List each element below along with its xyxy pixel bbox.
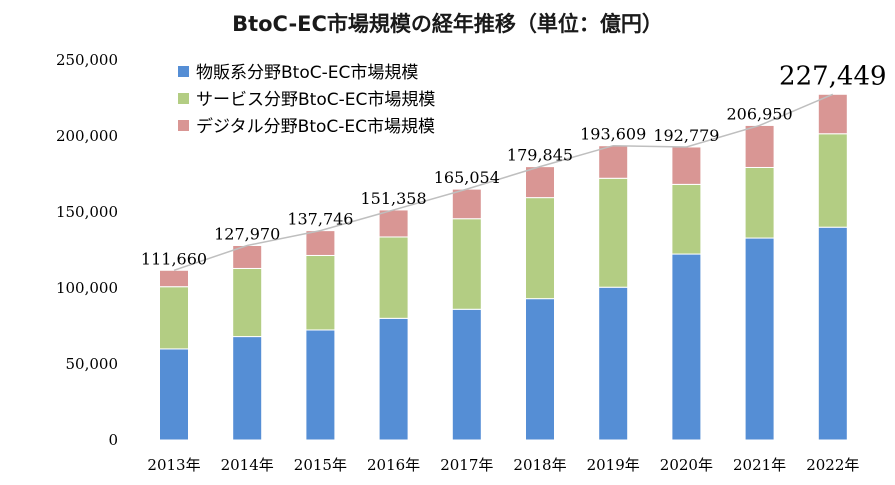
bar-segment <box>598 286 629 441</box>
x-tick-label: 2022年 <box>806 456 859 474</box>
x-tick-label: 2017年 <box>440 456 493 474</box>
bar-segment <box>232 267 263 338</box>
x-tick-label: 2013年 <box>147 456 200 474</box>
x-tick-label: 2018年 <box>513 456 566 474</box>
legend-label: 物販系分野BtoC-EC市場規模 <box>196 63 418 83</box>
bar-segment <box>744 166 775 239</box>
bar-segment <box>378 236 409 319</box>
legend-label: サービス分野BtoC-EC市場規模 <box>196 90 435 110</box>
x-tick-label: 2020年 <box>660 456 713 474</box>
y-tick-label: 0 <box>108 431 118 449</box>
total-label: 111,660 <box>141 249 207 268</box>
bar-segment <box>817 226 848 441</box>
y-tick-label: 200,000 <box>56 127 118 145</box>
chart-title: BtoC-EC市場規模の経年推移（単位：億円） <box>232 12 663 36</box>
bar-segment <box>305 230 336 256</box>
bar-segment <box>598 145 629 179</box>
bar-segment <box>671 146 702 185</box>
total-label: 127,970 <box>214 224 280 243</box>
bar-segment <box>525 197 555 300</box>
total-label: 206,950 <box>727 104 793 123</box>
x-tick-label: 2021年 <box>733 456 786 474</box>
bar-segment <box>232 336 263 441</box>
bar-segment <box>817 133 848 228</box>
bar-segment <box>451 308 482 441</box>
bar-segment <box>378 317 409 441</box>
bar-segment <box>817 93 848 135</box>
bar-segment <box>159 269 189 288</box>
total-label: 137,746 <box>287 210 353 229</box>
bar-segment <box>598 177 629 288</box>
total-label: 179,845 <box>507 146 573 165</box>
x-tick-label: 2019年 <box>587 456 640 474</box>
legend-swatch <box>178 93 189 104</box>
bar-segment <box>451 218 482 310</box>
y-tick-label: 150,000 <box>56 203 118 221</box>
bar-segment <box>671 183 702 255</box>
x-tick-label: 2015年 <box>294 456 347 474</box>
y-tick-label: 50,000 <box>66 355 119 373</box>
bar-segment <box>159 286 189 350</box>
bar-segment <box>305 329 336 441</box>
bar-segment <box>159 348 189 441</box>
bar-segment <box>378 209 409 238</box>
bar-segment <box>305 254 336 331</box>
bar-segment <box>525 298 555 441</box>
y-tick-label: 100,000 <box>56 279 118 297</box>
legend-swatch <box>178 120 189 131</box>
bar-segment <box>744 124 775 168</box>
total-label: 227,449 <box>779 61 887 91</box>
legend-label: デジタル分野BtoC-EC市場規模 <box>196 116 435 137</box>
x-tick-label: 2016年 <box>367 456 420 474</box>
total-label: 192,779 <box>653 126 719 145</box>
legend-swatch <box>178 66 189 77</box>
x-tick-label: 2014年 <box>221 456 274 474</box>
y-tick-label: 250,000 <box>56 51 118 69</box>
bar-segment <box>451 188 482 220</box>
bar-segment <box>525 166 555 199</box>
total-label: 151,358 <box>361 189 427 208</box>
total-line <box>173 93 834 271</box>
total-label: 165,054 <box>434 168 500 187</box>
total-label: 193,609 <box>580 125 646 144</box>
bar-segment <box>671 253 702 441</box>
bar-segment <box>744 237 775 441</box>
